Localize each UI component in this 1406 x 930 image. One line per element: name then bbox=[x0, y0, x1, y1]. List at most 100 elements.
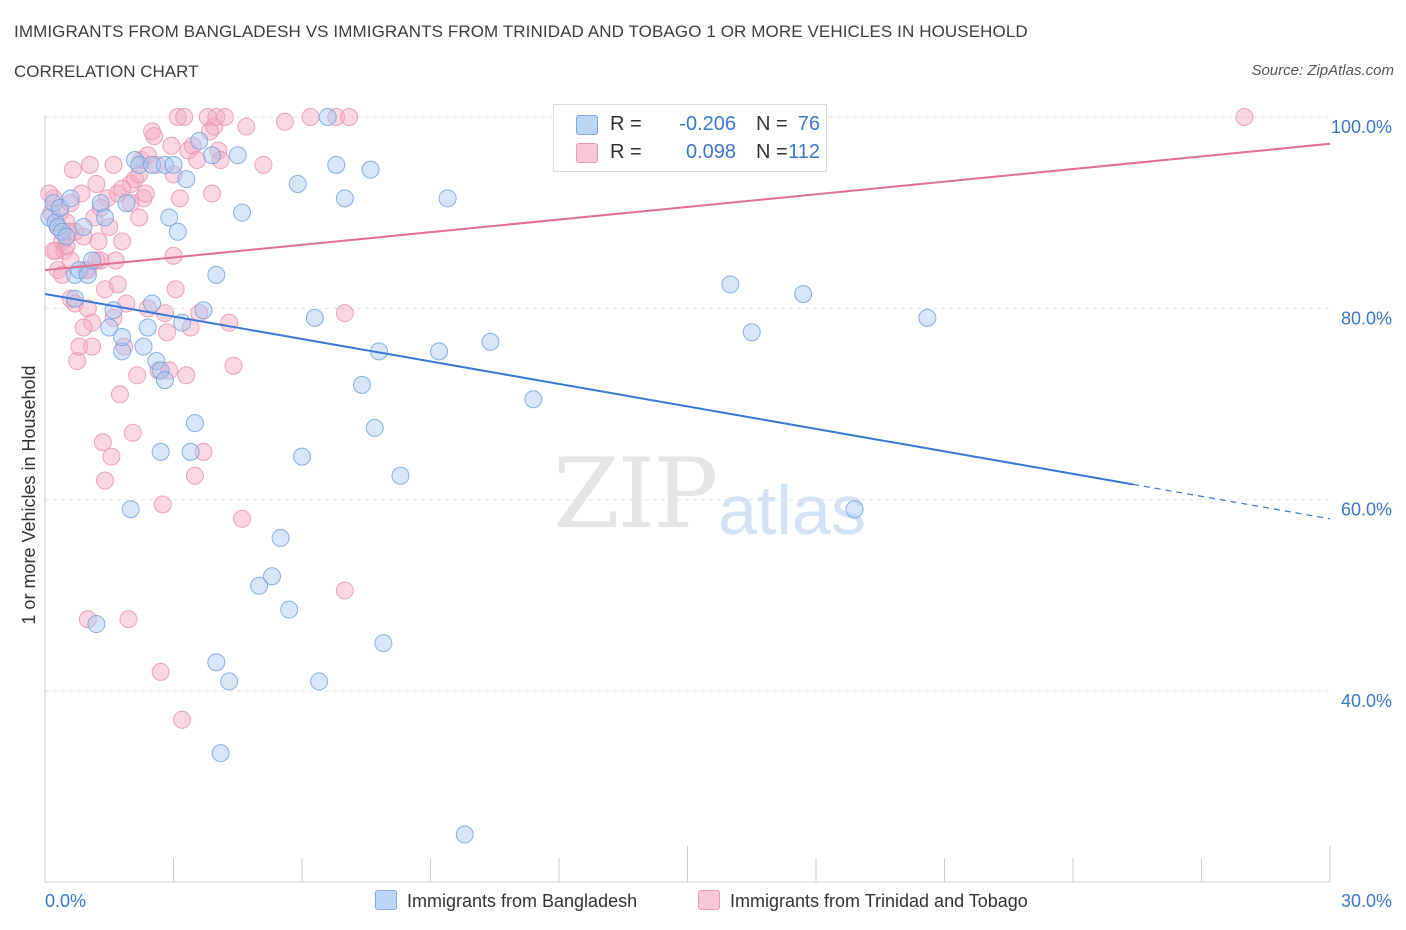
point-bangladesh bbox=[151, 361, 170, 380]
point-bangladesh bbox=[721, 275, 740, 294]
point-trinidad bbox=[91, 198, 110, 217]
point-bangladesh bbox=[845, 500, 864, 519]
legend-r-label: R = bbox=[610, 141, 642, 163]
trend-line-bangladesh-extension bbox=[1132, 483, 1331, 520]
point-trinidad bbox=[158, 323, 177, 342]
point-bangladesh bbox=[121, 500, 140, 519]
point-trinidad bbox=[254, 155, 273, 174]
point-bangladesh bbox=[288, 174, 307, 193]
point-bangladesh bbox=[147, 351, 166, 370]
point-bangladesh bbox=[280, 600, 299, 619]
point-bangladesh bbox=[203, 146, 222, 165]
point-bangladesh bbox=[352, 375, 371, 394]
point-trinidad bbox=[83, 337, 102, 356]
trend-line-trinidad bbox=[44, 142, 1331, 272]
point-trinidad bbox=[162, 136, 181, 155]
y-tick-label: 80.0% bbox=[1341, 308, 1392, 328]
point-trinidad bbox=[44, 241, 63, 260]
legend-swatch-bangladesh bbox=[576, 115, 598, 135]
point-trinidad bbox=[130, 208, 149, 227]
point-bangladesh bbox=[438, 189, 457, 208]
x-tick-label: 0.0% bbox=[45, 891, 86, 911]
point-bangladesh bbox=[374, 634, 393, 653]
point-trinidad bbox=[194, 442, 213, 461]
chart-subtitle: CORRELATION CHART bbox=[14, 62, 199, 81]
point-bangladesh bbox=[181, 442, 200, 461]
point-trinidad bbox=[53, 265, 72, 284]
point-bangladesh bbox=[430, 342, 449, 361]
point-trinidad bbox=[121, 194, 140, 213]
point-trinidad bbox=[123, 423, 142, 442]
y-tick-label: 40.0% bbox=[1341, 691, 1392, 711]
point-bangladesh bbox=[113, 342, 132, 361]
point-trinidad bbox=[170, 189, 189, 208]
point-bangladesh bbox=[168, 222, 187, 241]
point-bangladesh bbox=[61, 189, 80, 208]
point-trinidad bbox=[78, 299, 97, 318]
point-trinidad bbox=[224, 356, 243, 375]
point-trinidad bbox=[203, 184, 222, 203]
point-bangladesh bbox=[177, 170, 196, 189]
point-bangladesh bbox=[318, 108, 337, 126]
point-bangladesh bbox=[143, 155, 162, 174]
point-trinidad bbox=[301, 108, 320, 126]
point-bangladesh bbox=[250, 576, 269, 595]
point-trinidad bbox=[335, 581, 354, 600]
point-trinidad bbox=[185, 466, 204, 485]
point-trinidad bbox=[177, 366, 196, 385]
y-axis-title: 1 or more Vehicles in Household bbox=[19, 365, 39, 624]
point-bangladesh bbox=[134, 337, 153, 356]
point-trinidad bbox=[95, 471, 114, 490]
legend-swatch-trinidad bbox=[576, 143, 598, 163]
point-trinidad bbox=[340, 108, 359, 126]
point-trinidad bbox=[168, 108, 187, 126]
point-trinidad bbox=[151, 662, 170, 681]
legend-r-value-trinidad: 0.098 bbox=[685, 141, 736, 163]
point-trinidad bbox=[164, 246, 183, 265]
point-trinidad bbox=[80, 155, 99, 174]
point-trinidad bbox=[93, 433, 112, 452]
point-bangladesh bbox=[138, 318, 157, 337]
point-bangladesh bbox=[207, 265, 226, 284]
point-bangladesh bbox=[742, 323, 761, 342]
point-bangladesh bbox=[481, 332, 500, 351]
legend-r-label: R = bbox=[610, 113, 642, 135]
watermark-atlas: atlas bbox=[718, 471, 866, 549]
point-bangladesh bbox=[100, 318, 119, 337]
point-bangladesh bbox=[143, 294, 162, 313]
point-bangladesh bbox=[391, 466, 410, 485]
point-bangladesh bbox=[524, 390, 543, 409]
point-bangladesh bbox=[263, 567, 282, 586]
point-trinidad bbox=[119, 610, 138, 629]
point-bangladesh bbox=[455, 825, 474, 844]
bottom-legend-label-trinidad: Immigrants from Trinidad and Tobago bbox=[730, 891, 1028, 911]
point-trinidad bbox=[335, 304, 354, 323]
bottom-legend-trinidad: Immigrants from Trinidad and Tobago bbox=[698, 890, 1028, 912]
point-bangladesh bbox=[335, 189, 354, 208]
point-bangladesh bbox=[130, 155, 149, 174]
point-bangladesh bbox=[794, 284, 813, 303]
point-trinidad bbox=[166, 280, 185, 299]
point-bangladesh bbox=[361, 160, 380, 179]
point-bangladesh bbox=[151, 442, 170, 461]
point-trinidad bbox=[89, 232, 108, 251]
point-bangladesh bbox=[185, 414, 204, 433]
bottom-legend-label-bangladesh: Immigrants from Bangladesh bbox=[407, 891, 638, 911]
chart-title: IMMIGRANTS FROM BANGLADESH VS IMMIGRANTS… bbox=[14, 22, 1028, 41]
point-bangladesh bbox=[228, 146, 247, 165]
point-bangladesh bbox=[918, 308, 937, 327]
point-trinidad bbox=[211, 151, 230, 170]
x-tick-label: 30.0% bbox=[1341, 891, 1392, 911]
point-bangladesh bbox=[113, 328, 132, 347]
y-tick-label: 100.0% bbox=[1331, 117, 1392, 137]
watermark-zip: ZIP bbox=[553, 438, 718, 550]
point-bangladesh bbox=[117, 194, 136, 213]
point-trinidad bbox=[74, 318, 93, 337]
point-bangladesh bbox=[271, 528, 290, 547]
point-bangladesh bbox=[211, 744, 230, 763]
source-credit: Source: ZipAtlas.com bbox=[1251, 62, 1394, 79]
point-trinidad bbox=[136, 184, 155, 203]
point-trinidad bbox=[1235, 108, 1254, 126]
point-bangladesh bbox=[293, 447, 311, 466]
point-bangladesh bbox=[365, 418, 384, 437]
